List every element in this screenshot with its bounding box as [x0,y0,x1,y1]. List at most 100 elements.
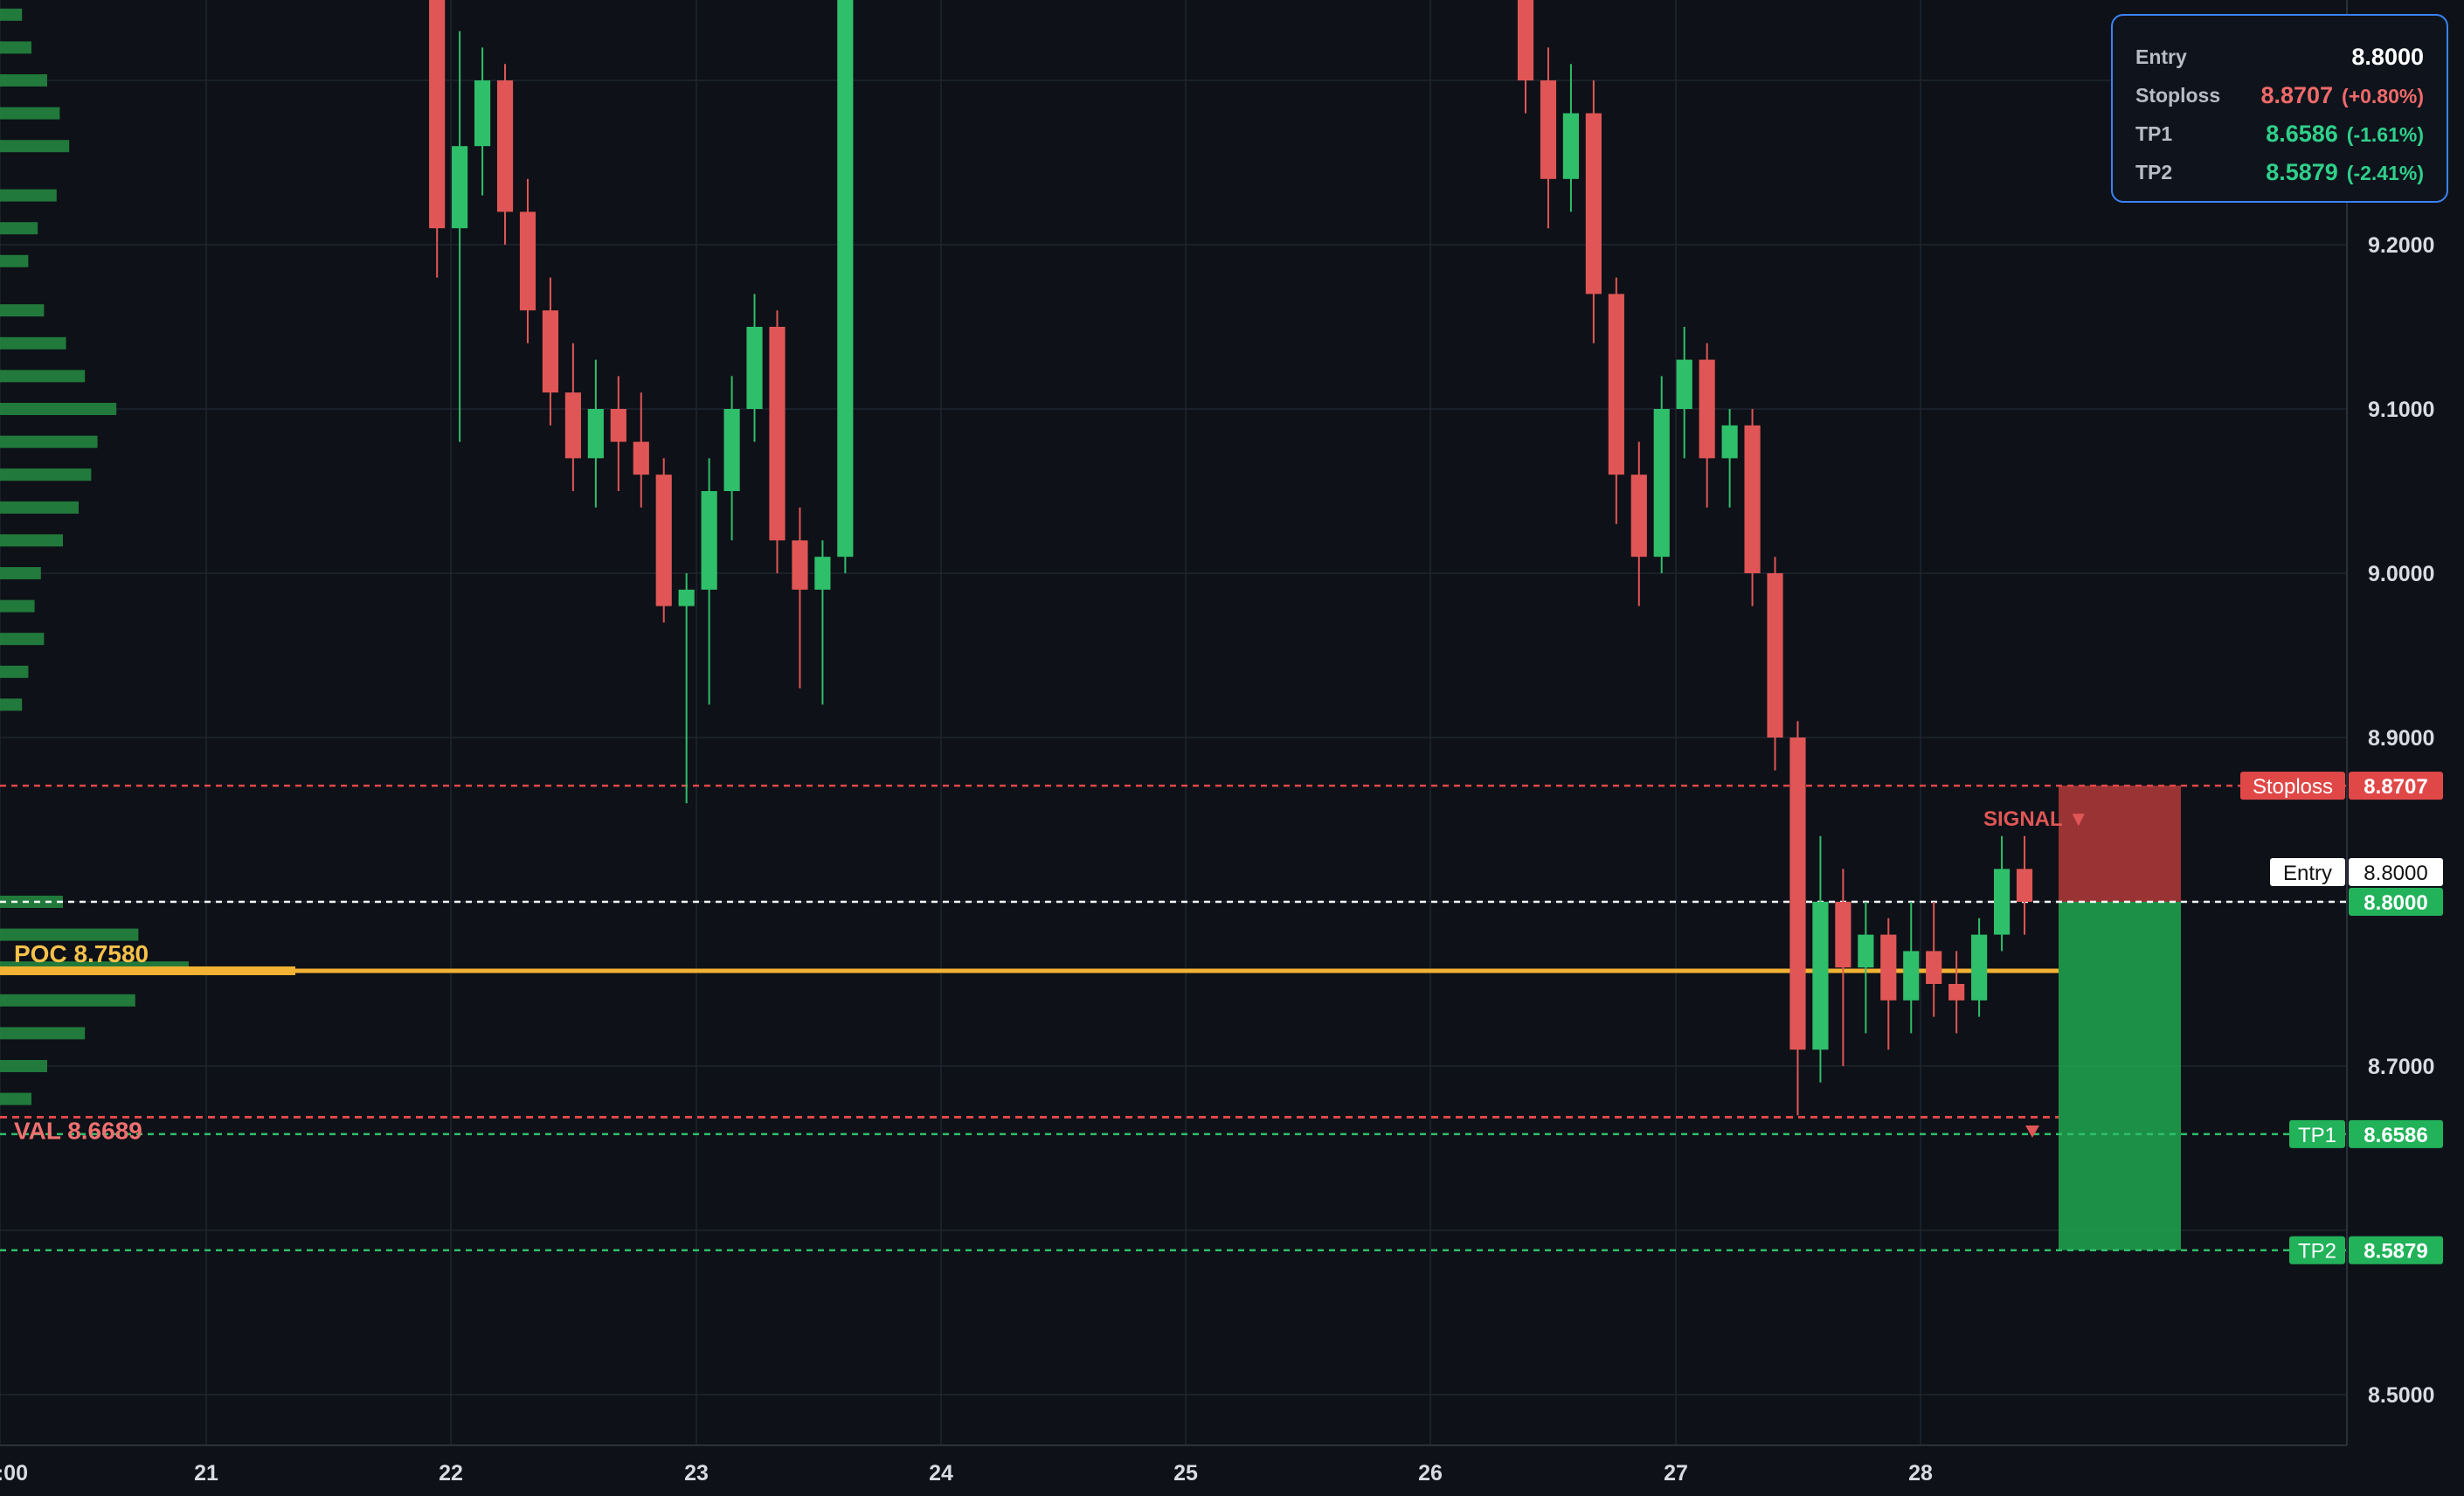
candle [1858,902,1874,1034]
candle-body [1721,425,1738,459]
candle-body [429,0,446,229]
tp1-name-text: TP1 [2298,1124,2336,1147]
candle-body [792,540,808,590]
current-price-tag [2349,888,2443,916]
entry-name-tag [2270,858,2345,886]
current-price-text: 8.8000 [2364,891,2427,915]
x-tick-label: 27 [1664,1461,1688,1486]
volume-bar [0,254,29,267]
y-tick-label: 9.0000 [2368,562,2434,586]
candle [655,458,672,623]
volume-bar [0,222,38,235]
volume-bar [0,1092,31,1105]
candle [746,294,763,442]
volume-bar [0,41,31,54]
signal-arrow-icon [2025,1125,2039,1138]
candle-body [814,557,831,590]
volume-bar [0,8,23,21]
candle-body [610,409,626,442]
candle [496,64,514,245]
entry-name-text: Entry [2283,862,2332,885]
volume-bar [0,304,45,317]
candle [564,343,581,491]
x-tick-label: 22 [439,1461,463,1486]
volume-bar [0,534,63,547]
candle-body [1926,951,1942,984]
candle [1948,951,1965,1034]
candle [1903,902,1920,1034]
candle [1608,277,1624,524]
candle [1993,835,2011,952]
candle-body [1993,869,2011,935]
info-row-entry: Entry 8.8000 [2113,40,2447,75]
candle-body [633,441,649,475]
chart-grid [0,0,2348,1446]
volume-bar [0,107,60,120]
x-axis: 06:00 21 22 23 24 25 26 27 28 [0,1461,1933,1486]
stoploss-value-text: 8.8707 [2364,775,2427,799]
poc-label: POC 8.7580 [14,940,149,967]
x-tick-label: 21 [194,1461,218,1486]
info-tp1-label: TP1 [2135,122,2173,145]
info-tp1-pct: (-1.61%) [2346,123,2424,146]
info-tp2-pct: (-2.41%) [2346,162,2424,184]
candle [1630,441,1647,606]
y-tick-label: 9.1000 [2368,398,2434,422]
candle-body [1585,113,1602,294]
candle [1699,343,1715,508]
tp2-value-tag [2349,1236,2443,1264]
y-axis: 8.50008.70008.90009.00009.10009.20009.30… [2368,69,2434,1408]
candle-body [587,409,604,459]
candle [1767,557,1783,771]
candle-body [1789,738,1806,1050]
candle-body [1858,934,1874,968]
volume-bar [0,370,86,383]
volume-bar [0,189,57,202]
info-entry-label: Entry [2135,45,2187,68]
volume-bar [0,665,29,678]
x-tick-label: 06:00 [0,1461,28,1486]
info-stoploss-value: 8.8707 [2260,82,2334,108]
volume-bar [0,435,98,448]
candle-body [1744,425,1761,573]
candle [1926,902,1942,1017]
candle-body [837,0,854,558]
candle [769,310,786,573]
candle-body [1767,573,1783,738]
candle [701,458,717,705]
volume-profile [0,8,189,1105]
candle [2016,835,2033,935]
candle-body [542,310,559,393]
price-tags: 8.8707 Stoploss 8.8000 Entry 8.8000 8.6586 TP1… [2240,772,2443,1264]
candle [1789,721,1806,1116]
candle [1721,409,1738,508]
x-tick-label: 26 [1418,1461,1443,1486]
poc-highlight [0,966,295,975]
candle [1812,835,1829,1083]
y-tick-label: 8.5000 [2368,1383,2434,1408]
val-label: VAL 8.6689 [14,1117,142,1144]
candle-body [452,146,468,229]
candle [610,376,626,491]
stoploss-zone [2059,786,2181,902]
candle-body [1517,0,1534,80]
info-stoploss-pct: (+0.80%) [2342,85,2424,107]
tp2-value-text: 8.5879 [2364,1240,2427,1264]
volume-bar [0,74,47,87]
candle [429,0,446,278]
volume-bar [0,403,117,415]
candle [1517,0,1534,114]
x-tick-label: 23 [684,1461,709,1486]
candle [678,573,695,804]
tp1-value-tag [2349,1119,2443,1148]
y-tick-label: 8.7000 [2368,1055,2434,1079]
candle [474,47,491,196]
candle-body [564,392,581,459]
info-tp2-value: 8.5879 [2266,159,2338,185]
candle-body [474,80,491,147]
volume-bar [0,140,70,153]
candle [837,0,854,573]
candle [452,31,468,442]
candle [792,507,808,689]
